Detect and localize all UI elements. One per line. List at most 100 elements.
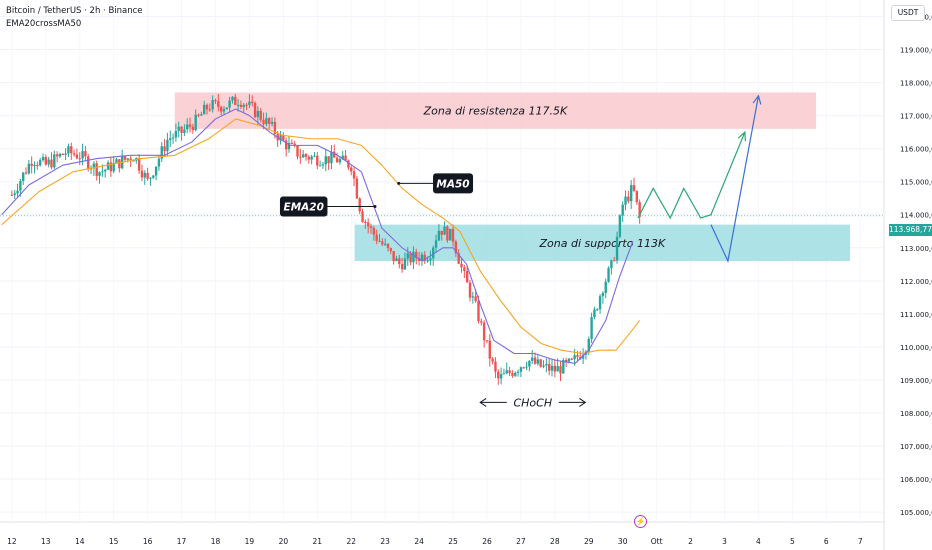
ma50-line[interactable] xyxy=(1,118,641,355)
candle[interactable] xyxy=(556,366,559,372)
candle[interactable] xyxy=(251,101,254,104)
candle[interactable] xyxy=(536,359,540,364)
candle[interactable] xyxy=(67,146,70,154)
candle[interactable] xyxy=(567,358,571,362)
candle[interactable] xyxy=(174,130,178,138)
candle[interactable] xyxy=(621,204,624,216)
candle[interactable] xyxy=(78,158,81,160)
candle[interactable] xyxy=(16,190,19,194)
candle[interactable] xyxy=(409,253,412,263)
candle[interactable] xyxy=(361,211,364,222)
candle[interactable] xyxy=(282,135,285,141)
candle[interactable] xyxy=(454,241,458,254)
candle[interactable] xyxy=(471,296,475,298)
candle[interactable] xyxy=(635,190,639,203)
resistance-zone[interactable] xyxy=(174,92,817,129)
candle[interactable] xyxy=(75,154,79,159)
candle[interactable] xyxy=(429,258,432,261)
ema20-line[interactable] xyxy=(1,108,634,364)
candle[interactable] xyxy=(10,194,14,196)
candle[interactable] xyxy=(395,258,398,262)
candle[interactable] xyxy=(301,154,305,158)
candle[interactable] xyxy=(146,172,149,179)
candle[interactable] xyxy=(310,156,313,160)
candle[interactable] xyxy=(262,119,265,125)
candle[interactable] xyxy=(463,267,466,272)
candle[interactable] xyxy=(290,142,294,144)
candle[interactable] xyxy=(194,114,197,131)
candle[interactable] xyxy=(369,226,373,228)
candle[interactable] xyxy=(480,321,483,323)
candle[interactable] xyxy=(502,373,506,375)
candle[interactable] xyxy=(488,340,491,359)
candle[interactable] xyxy=(598,296,602,310)
candle[interactable] xyxy=(330,151,333,164)
candle[interactable] xyxy=(366,222,370,227)
candle[interactable] xyxy=(299,156,302,158)
candle[interactable] xyxy=(632,185,636,191)
candle[interactable] xyxy=(180,126,183,133)
candle[interactable] xyxy=(559,366,562,374)
ema20-label-box[interactable] xyxy=(279,196,328,217)
candle[interactable] xyxy=(417,258,421,261)
projection-blue-arrow[interactable] xyxy=(710,95,760,263)
candle[interactable] xyxy=(432,247,435,259)
candle[interactable] xyxy=(499,374,503,379)
candle[interactable] xyxy=(485,340,489,342)
candle[interactable] xyxy=(494,361,497,372)
candle[interactable] xyxy=(587,338,590,352)
candle[interactable] xyxy=(505,370,508,374)
candle[interactable] xyxy=(423,254,426,261)
candle[interactable] xyxy=(126,158,130,160)
candle[interactable] xyxy=(516,371,520,373)
candle[interactable] xyxy=(522,367,525,369)
candle[interactable] xyxy=(214,100,217,102)
candle[interactable] xyxy=(284,140,288,150)
candle[interactable] xyxy=(437,230,441,241)
candle[interactable] xyxy=(446,226,449,241)
candle[interactable] xyxy=(304,154,308,157)
candle[interactable] xyxy=(375,234,378,241)
candle[interactable] xyxy=(129,158,132,161)
candle[interactable] xyxy=(106,162,110,170)
candle[interactable] xyxy=(327,156,330,164)
candle[interactable] xyxy=(392,251,395,262)
candle[interactable] xyxy=(217,101,220,107)
candle[interactable] xyxy=(400,264,404,270)
candle[interactable] xyxy=(61,153,64,155)
candle[interactable] xyxy=(420,254,424,261)
candle[interactable] xyxy=(84,151,87,157)
candle[interactable] xyxy=(545,363,548,366)
candle[interactable] xyxy=(231,96,234,101)
candle[interactable] xyxy=(219,106,223,112)
candle[interactable] xyxy=(358,198,361,212)
candle[interactable] xyxy=(570,358,574,360)
candle[interactable] xyxy=(205,104,209,110)
candle[interactable] xyxy=(576,355,579,357)
candle[interactable] xyxy=(378,240,381,242)
candle[interactable] xyxy=(236,104,240,106)
candle[interactable] xyxy=(457,253,460,264)
candle[interactable] xyxy=(497,371,500,379)
candle[interactable] xyxy=(460,263,463,268)
candle[interactable] xyxy=(19,181,22,191)
candle[interactable] xyxy=(321,164,325,166)
candle[interactable] xyxy=(239,104,243,107)
candle[interactable] xyxy=(228,100,231,108)
candle[interactable] xyxy=(443,226,446,235)
candle[interactable] xyxy=(123,156,127,160)
candle[interactable] xyxy=(188,124,192,127)
candle[interactable] xyxy=(21,172,25,182)
candle[interactable] xyxy=(624,196,627,205)
candle[interactable] xyxy=(248,101,251,105)
candle[interactable] xyxy=(615,236,619,261)
candle[interactable] xyxy=(259,110,262,120)
candle[interactable] xyxy=(386,243,390,249)
candle[interactable] xyxy=(191,126,195,131)
candle[interactable] xyxy=(197,114,200,116)
candle[interactable] xyxy=(406,253,409,259)
candle[interactable] xyxy=(519,367,523,372)
candle[interactable] xyxy=(92,163,96,169)
candle[interactable] xyxy=(613,260,616,262)
candle[interactable] xyxy=(211,100,214,110)
